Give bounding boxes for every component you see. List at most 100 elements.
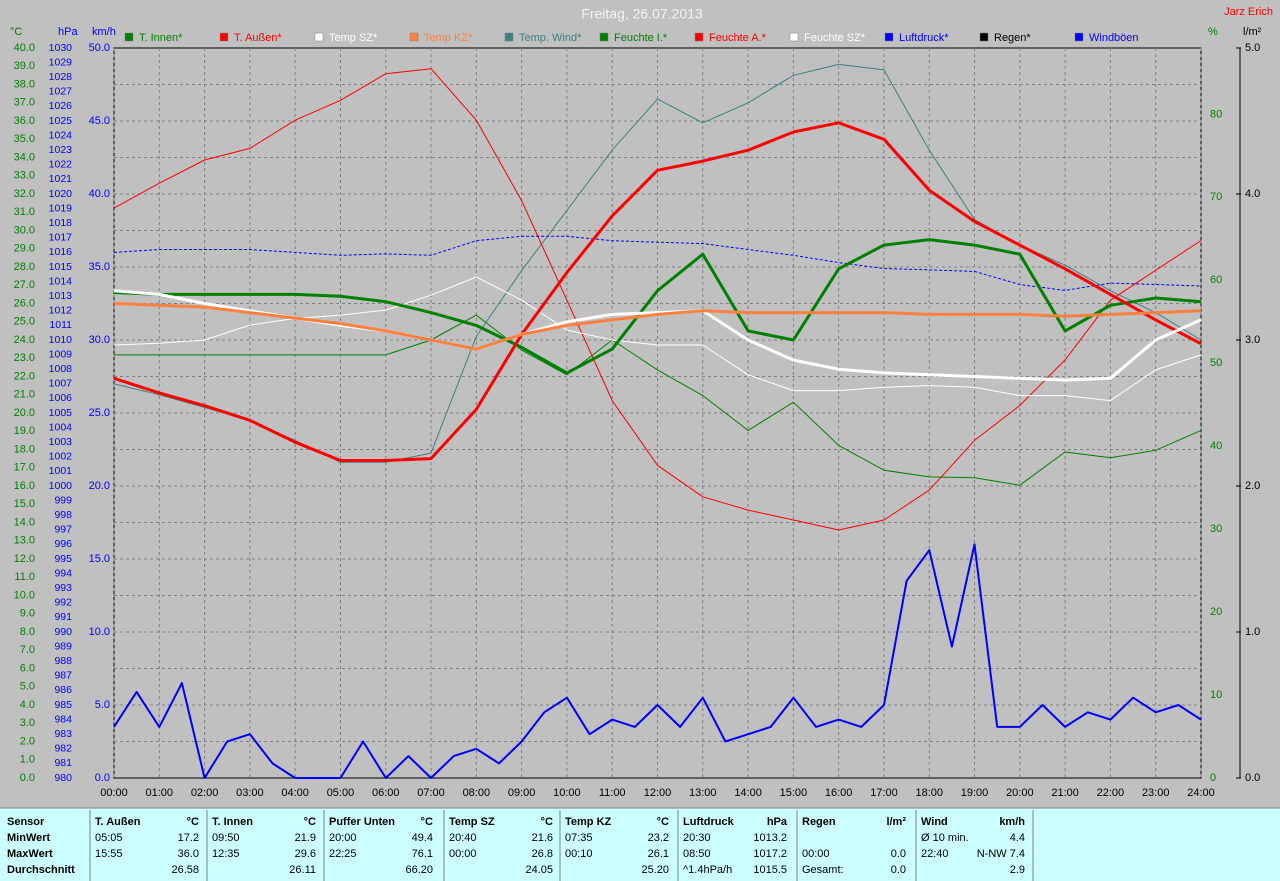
stats-cell-value: 76.1	[412, 848, 433, 860]
stats-cell-left: 20:30	[683, 832, 711, 844]
y-tick-label: 984	[54, 713, 72, 725]
stats-cell-value: 26.58	[171, 864, 199, 876]
stats-cell-value: 21.9	[295, 832, 316, 844]
y-tick-label: 994	[54, 567, 72, 579]
y-tick-label: 34.0	[14, 151, 35, 163]
stats-group-name: Temp KZ	[565, 816, 612, 828]
stats-cell-value: 4.4	[1010, 832, 1025, 844]
y-tick-label: 70	[1210, 191, 1222, 203]
axis-title: l/m²	[1243, 26, 1262, 38]
y-tick-label: 16.0	[14, 480, 35, 492]
stats-group-unit: °C	[187, 816, 199, 828]
x-tick-label: 20:00	[1006, 787, 1034, 799]
y-tick-label: 5.0	[1245, 42, 1260, 54]
y-tick-label: 39.0	[14, 60, 35, 72]
y-tick-label: 40	[1210, 440, 1222, 452]
stats-cell-left: 05:05	[95, 832, 123, 844]
y-tick-label: 991	[54, 611, 72, 623]
y-tick-label: 1004	[49, 421, 73, 433]
legend-label: Temp. Wind*	[519, 32, 582, 44]
legend-swatch	[409, 32, 419, 42]
y-tick-label: 28.0	[14, 261, 35, 273]
y-tick-label: 19.0	[14, 425, 35, 437]
y-tick-label: 2.0	[1245, 480, 1260, 492]
y-tick-label: 982	[54, 743, 72, 755]
y-tick-label: 6.0	[20, 662, 35, 674]
y-tick-label: 0.0	[20, 772, 35, 784]
y-tick-label: 1018	[49, 217, 73, 229]
x-tick-label: 13:00	[689, 787, 717, 799]
stats-cell-value: 23.2	[648, 832, 669, 844]
y-tick-label: 1024	[49, 129, 73, 141]
x-tick-label: 08:00	[463, 787, 491, 799]
y-tick-label: 1009	[49, 348, 73, 360]
stats-cell-left: 20:40	[449, 832, 477, 844]
x-tick-label: 23:00	[1142, 787, 1170, 799]
x-tick-label: 19:00	[961, 787, 989, 799]
series-line	[114, 314, 1202, 486]
y-tick-label: 980	[54, 772, 72, 784]
legend-swatch	[599, 32, 609, 42]
stats-group-name: T. Außen	[95, 816, 141, 828]
y-tick-label: 0.0	[1245, 772, 1260, 784]
stats-cell-left: 20:00	[329, 832, 357, 844]
author: Jarz Erich	[1224, 6, 1273, 18]
y-tick-label: 27.0	[14, 279, 35, 291]
stats-cell-left: 15:55	[95, 848, 123, 860]
y-tick-label: 33.0	[14, 170, 35, 182]
y-tick-label: 1003	[49, 436, 73, 448]
legend-label: Temp SZ*	[329, 32, 378, 44]
y-tick-label: 50	[1210, 357, 1222, 369]
y-tick-label: 4.0	[1245, 188, 1260, 200]
stats-group-name: Temp SZ	[449, 816, 495, 828]
x-tick-label: 09:00	[508, 787, 536, 799]
x-tick-label: 03:00	[236, 787, 264, 799]
stats-cell-left: 22:25	[329, 848, 357, 860]
stats-cell-value: 21.6	[532, 832, 553, 844]
y-tick-label: 21.0	[14, 389, 35, 401]
y-tick-label: 22.0	[14, 370, 35, 382]
y-tick-label: 13.0	[14, 535, 35, 547]
y-tick-label: 40.0	[89, 188, 110, 200]
x-tick-label: 15:00	[780, 787, 808, 799]
stats-cell-value: 17.2	[178, 832, 199, 844]
x-tick-label: 01:00	[146, 787, 174, 799]
stats-cell-left: 08:50	[683, 848, 711, 860]
axis-title: °C	[10, 26, 22, 38]
y-tick-label: 10	[1210, 689, 1222, 701]
y-tick-label: 990	[54, 626, 72, 638]
y-tick-label: 3.0	[1245, 334, 1260, 346]
x-tick-label: 17:00	[870, 787, 898, 799]
y-tick-label: 1002	[49, 451, 73, 463]
legend-swatch	[694, 32, 704, 42]
stats-cell-left: 00:00	[449, 848, 477, 860]
stats-group-unit: °C	[304, 816, 316, 828]
y-tick-label: 1020	[49, 188, 73, 200]
chart-title: Freitag, 26.07.2013	[581, 6, 703, 22]
y-tick-label: 1014	[49, 275, 73, 287]
y-tick-label: 993	[54, 582, 72, 594]
y-tick-label: 1019	[49, 202, 73, 214]
y-tick-label: 0.0	[95, 772, 110, 784]
y-tick-label: 1026	[49, 100, 73, 112]
y-tick-label: 988	[54, 655, 72, 667]
x-tick-label: 12:00	[644, 787, 672, 799]
y-tick-label: 1005	[49, 407, 73, 419]
y-tick-label: 1011	[49, 319, 72, 331]
y-tick-label: 1029	[49, 56, 73, 68]
stats-cell-value: 1013.2	[753, 832, 787, 844]
stats-cell-left: Ø 10 min.	[921, 832, 969, 844]
x-tick-label: 18:00	[915, 787, 943, 799]
y-tick-label: 10.0	[89, 626, 110, 638]
y-tick-label: 18.0	[14, 443, 35, 455]
y-tick-label: 997	[54, 524, 72, 536]
stats-cell-value: 24.05	[525, 864, 553, 876]
y-tick-label: 8.0	[20, 626, 35, 638]
legend-swatch	[979, 32, 989, 42]
y-tick-label: 20.0	[14, 407, 35, 419]
y-tick-label: 30.0	[89, 334, 110, 346]
stats-background	[0, 808, 1280, 881]
legend-swatch	[789, 32, 799, 42]
stats-group-name: Regen	[802, 816, 836, 828]
y-tick-label: 1022	[49, 159, 73, 171]
